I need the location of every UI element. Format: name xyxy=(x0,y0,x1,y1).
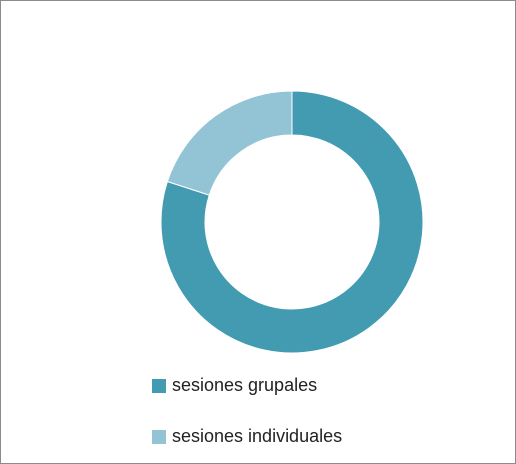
legend-label: sesiones individuales xyxy=(172,426,342,446)
legend-swatch xyxy=(152,430,166,444)
donut-slice xyxy=(166,90,293,196)
legend-swatch xyxy=(152,379,166,393)
donut-slice xyxy=(160,90,424,354)
legend-label: sesiones grupales xyxy=(172,375,317,395)
